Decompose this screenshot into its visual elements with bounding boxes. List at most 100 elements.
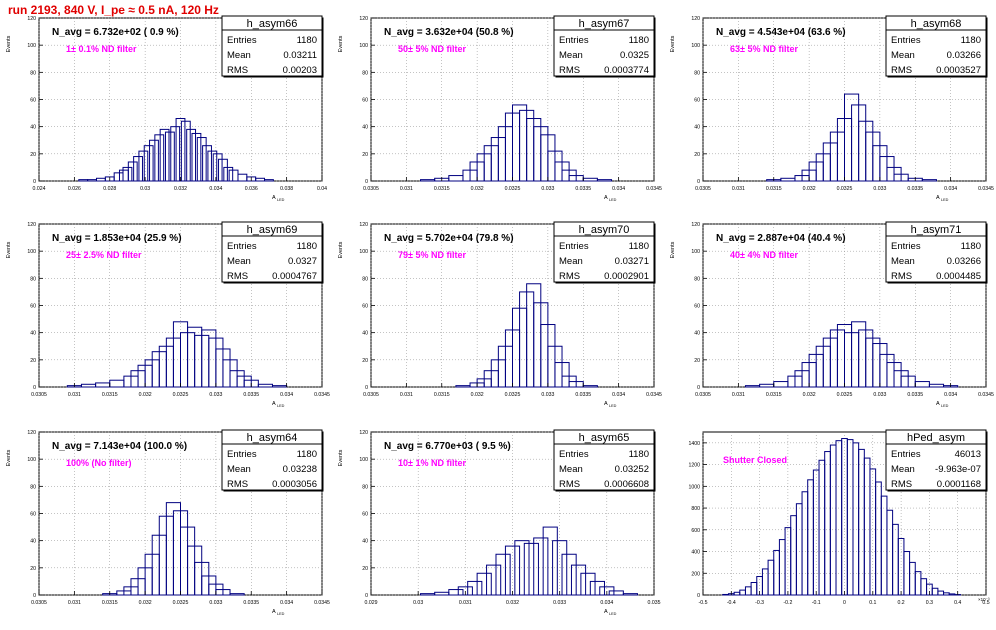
x-tick-label: 0.033 [209, 600, 222, 606]
y-tick-label: 80 [362, 70, 368, 76]
y-tick-label: 100 [359, 249, 368, 255]
stats-rms-value: 0.0002901 [604, 271, 649, 282]
y-axis-label: Events [338, 241, 344, 258]
x-tick-label: 0.0325 [505, 392, 521, 398]
x-tick-label: 0.0305 [363, 186, 379, 192]
x-tick-label: -0.5 [699, 600, 708, 606]
y-tick-label: 80 [30, 70, 36, 76]
y-tick-label: 40 [30, 125, 36, 131]
y-tick-label: 20 [362, 358, 368, 364]
x-tick-label: 0.0305 [363, 392, 379, 398]
filter-label: 10± 1% ND filter [398, 458, 466, 468]
y-tick-label: 100 [27, 43, 36, 49]
stats-rms-value: 0.0003527 [936, 65, 981, 76]
stats-mean-label: Mean [559, 50, 583, 61]
y-axis-label: Events [670, 241, 676, 258]
stats-entries-value: 1180 [961, 35, 981, 46]
stats-mean-value: 0.03266 [947, 50, 981, 61]
stats-entries-label: Entries [559, 449, 589, 460]
x-tick-label: 0.0335 [575, 392, 591, 398]
x-axis-label-subscript: LED [609, 612, 617, 616]
stats-rms-value: 0.0004485 [936, 271, 981, 282]
x-tick-label: 0.0305 [695, 392, 711, 398]
y-tick-label: 40 [362, 331, 368, 337]
x-axis-label: A [604, 609, 608, 615]
x-tick-label: 0.034 [944, 186, 957, 192]
stats-rms-value: 0.0003056 [272, 479, 317, 490]
stats-mean-value: 0.03271 [615, 256, 649, 267]
y-tick-label: 80 [694, 70, 700, 76]
stats-mean-value: 0.03266 [947, 256, 981, 267]
y-tick-label: 20 [30, 566, 36, 572]
stats-mean-label: Mean [891, 50, 915, 61]
navg-text: N_avg = 7.143e+04 (100.0 %) [52, 441, 187, 452]
x-tick-label: 0.0315 [102, 392, 118, 398]
x-tick-label: 0.033 [553, 600, 566, 606]
x-tick-label: 0.032 [139, 600, 152, 606]
filter-label: 100% (No filter) [66, 458, 132, 468]
y-tick-label: 120 [27, 430, 36, 436]
y-tick-label: 120 [359, 16, 368, 22]
x-tick-label: 0.0305 [31, 600, 47, 606]
stats-rms-label: RMS [891, 65, 912, 76]
navg-text: N_avg = 2.887e+04 (40.4 %) [716, 233, 846, 244]
x-axis-label-subscript: LED [277, 404, 285, 408]
x-tick-label: 0.033 [209, 392, 222, 398]
x-tick-label: 0.0335 [907, 392, 923, 398]
y-tick-label: 80 [30, 484, 36, 490]
x-tick-label: 0.0335 [575, 186, 591, 192]
y-tick-label: 600 [691, 528, 700, 534]
x-tick-label: 0.0345 [978, 392, 994, 398]
navg-text: N_avg = 1.853e+04 (25.9 %) [52, 233, 182, 244]
stats-entries-value: 1180 [629, 241, 649, 252]
x-tick-label: 0.0325 [173, 392, 189, 398]
filter-label: 40± 4% ND filter [730, 250, 798, 260]
x-tick-label: -0.2 [783, 600, 792, 606]
x-tick-label: 0.2 [897, 600, 904, 606]
x-axis-label: A [272, 195, 276, 201]
y-tick-label: 20 [694, 358, 700, 364]
x-tick-label: 0.035 [648, 600, 661, 606]
x-tick-label: 0.033 [541, 392, 554, 398]
x-axis-label: A [604, 195, 608, 201]
x-tick-label: 0.0315 [766, 392, 782, 398]
y-tick-label: 40 [694, 125, 700, 131]
run-title: run 2193, 840 V, I_pe ≈ 0.5 nA, 120 Hz [8, 3, 219, 17]
x-tick-label: 0.0325 [837, 392, 853, 398]
stats-entries-value: 1180 [297, 241, 317, 252]
x-tick-label: 0.032 [471, 186, 484, 192]
stats-entries-label: Entries [559, 241, 589, 252]
x-tick-label: 0.1 [869, 600, 876, 606]
stats-rms-label: RMS [559, 65, 580, 76]
histogram-name: h_asym66 [247, 18, 298, 30]
x-tick-label: 0.0345 [646, 186, 662, 192]
stats-mean-value: 0.03238 [283, 464, 317, 475]
x-tick-label: 0.032 [506, 600, 519, 606]
stats-entries-label: Entries [227, 241, 257, 252]
stats-rms-value: 0.0001168 [937, 479, 981, 490]
stats-mean-value: 0.03252 [615, 464, 649, 475]
x-axis-label: A [936, 401, 940, 407]
y-axis-label: Events [6, 241, 12, 258]
x-axis-label: A [604, 401, 608, 407]
x-tick-label: 0.033 [541, 186, 554, 192]
y-tick-label: 20 [362, 566, 368, 572]
stats-mean-label: Mean [559, 464, 583, 475]
y-tick-label: 40 [30, 539, 36, 545]
histogram-name: h_asym68 [911, 18, 962, 30]
x-tick-label: 0.032 [471, 392, 484, 398]
histogram-name: h_asym71 [911, 224, 962, 236]
stats-mean-value: 0.03211 [283, 50, 317, 61]
y-tick-label: 80 [30, 276, 36, 282]
y-tick-label: 60 [30, 98, 36, 104]
histogram-name: h_asym64 [247, 432, 298, 444]
y-tick-label: 20 [362, 152, 368, 158]
x-axis-label-subscript: LED [941, 404, 949, 408]
x-axis-exponent: ×10⁻³ [978, 597, 990, 602]
y-tick-label: 100 [359, 457, 368, 463]
x-tick-label: 0.038 [280, 186, 293, 192]
x-axis-label-subscript: LED [609, 404, 617, 408]
